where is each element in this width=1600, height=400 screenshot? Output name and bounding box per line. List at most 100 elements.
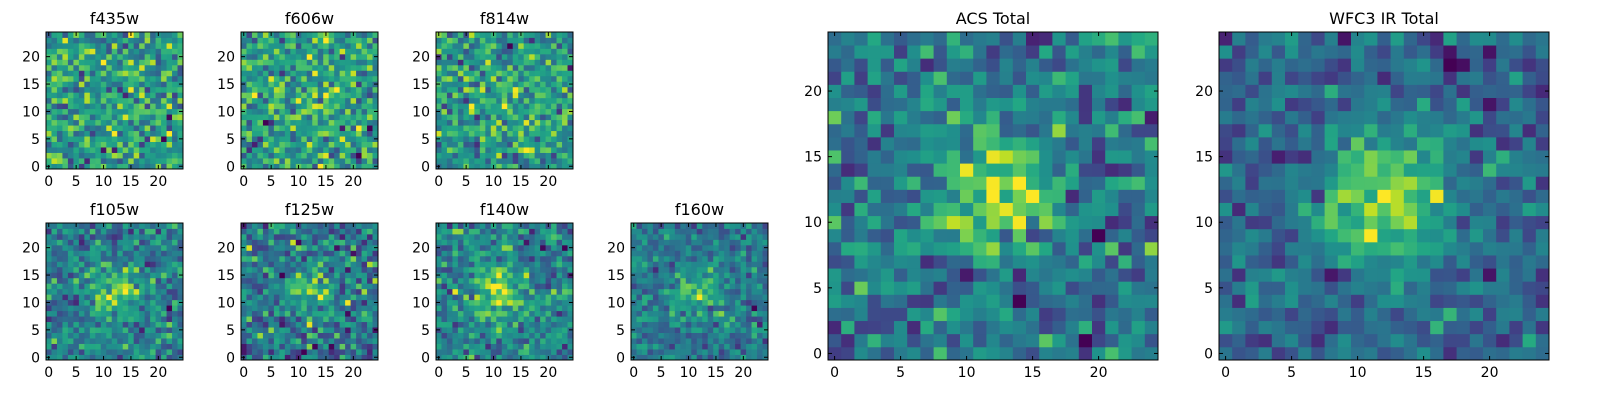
heatmap-cell (150, 81, 156, 88)
heatmap-cell (356, 136, 362, 142)
heatmap-cell (128, 75, 135, 82)
heatmap-cell (468, 92, 475, 99)
heatmap-cell (867, 320, 882, 335)
heatmap-cell (545, 338, 552, 344)
heatmap-cell (328, 228, 335, 235)
heatmap-cell (345, 70, 351, 77)
heatmap-cell (551, 327, 557, 333)
heatmap-cell (172, 244, 178, 251)
heatmap-cell (128, 81, 135, 88)
heatmap-cell (713, 316, 720, 323)
heatmap-cell (729, 261, 736, 268)
heatmap-cell (441, 349, 448, 355)
heatmap-cell (496, 152, 503, 159)
heatmap-cell (867, 189, 882, 203)
heatmap-cell (334, 147, 341, 153)
heatmap-cell (540, 321, 546, 328)
heatmap-cell (73, 130, 80, 137)
heatmap-cell (144, 283, 151, 290)
heatmap-cell (273, 125, 280, 132)
heatmap-cell (512, 152, 519, 159)
heatmap-cell (73, 349, 80, 355)
heatmap-cell (241, 97, 247, 104)
heatmap-cell (246, 283, 253, 290)
heatmap-cell (529, 354, 536, 361)
heatmap-cell (479, 163, 486, 170)
heatmap-cell (262, 37, 269, 44)
heatmap-cell (295, 321, 302, 328)
heatmap-cell (117, 321, 124, 328)
heatmap-cell (273, 255, 280, 262)
heatmap-cell (485, 283, 492, 290)
heatmap-cell (306, 310, 313, 317)
heatmap-cell (339, 250, 346, 257)
heatmap-cell (334, 163, 341, 170)
heatmap-cell (1065, 346, 1080, 361)
heatmap-cell (680, 343, 687, 350)
heatmap-cell (67, 64, 74, 71)
heatmap-cell (46, 125, 52, 132)
heatmap-cell (144, 158, 151, 164)
heatmap-cell (507, 59, 514, 66)
heatmap-cell (729, 223, 736, 229)
heatmap-cell (540, 136, 546, 142)
heatmap-cell (567, 228, 574, 235)
heatmap-cell (78, 223, 85, 229)
heatmap-cell (150, 97, 156, 104)
heatmap-cell (62, 321, 69, 328)
heatmap-cell (89, 233, 96, 240)
heatmap-cell (246, 86, 253, 93)
heatmap-cell (306, 53, 313, 60)
heatmap-cell (1078, 281, 1093, 295)
heatmap-cell (1052, 176, 1066, 190)
heatmap-cell (658, 277, 665, 284)
heatmap-cell (523, 310, 530, 317)
heatmap-cell (713, 255, 720, 262)
heatmap-cell (290, 310, 297, 317)
heatmap-cell (707, 272, 714, 279)
heatmap-cell (740, 321, 747, 328)
heatmap-cell (62, 103, 69, 110)
heatmap-cell (474, 349, 481, 355)
heatmap-cell (155, 158, 162, 164)
heatmap-cell (1012, 333, 1027, 348)
heatmap-cell (334, 53, 341, 60)
heatmap-cell (973, 202, 987, 217)
heatmap-cell (674, 310, 681, 317)
heatmap-cell (122, 305, 129, 312)
heatmap-cell (122, 349, 129, 355)
heatmap-cell (545, 349, 552, 355)
heatmap-cell (95, 64, 102, 71)
heatmap-cell (246, 130, 253, 137)
heatmap-cell (463, 327, 470, 333)
heatmap-cell (339, 233, 346, 240)
heatmap-cell (95, 321, 102, 328)
heatmap-cell (685, 239, 692, 246)
heatmap-cell (155, 130, 162, 137)
heatmap-cell (246, 141, 253, 148)
heatmap-cell (284, 86, 291, 93)
heatmap-cell (161, 64, 167, 71)
heatmap-cell (172, 310, 178, 317)
heatmap-cell (350, 250, 357, 257)
heatmap-cell (273, 114, 280, 121)
heatmap-cell (251, 114, 258, 121)
heatmap-cell (51, 283, 58, 290)
heatmap-cell (485, 97, 492, 104)
heatmap-cell (150, 288, 156, 295)
heatmap-cell (139, 119, 146, 126)
heatmap-cell (301, 354, 308, 361)
heatmap-cell (567, 75, 574, 82)
heatmap-cell (128, 327, 135, 333)
heatmap-cell (1026, 241, 1040, 256)
heatmap-cell (251, 310, 258, 317)
heatmap-cell (441, 305, 448, 312)
heatmap-cell (1092, 320, 1106, 335)
heatmap-cell (279, 288, 286, 295)
heatmap-cell (762, 233, 769, 240)
heatmap-cell (139, 266, 146, 273)
heatmap-cell (56, 92, 63, 99)
heatmap-cell (457, 48, 464, 55)
heatmap-cell (534, 59, 541, 66)
heatmap-cell (172, 59, 178, 66)
